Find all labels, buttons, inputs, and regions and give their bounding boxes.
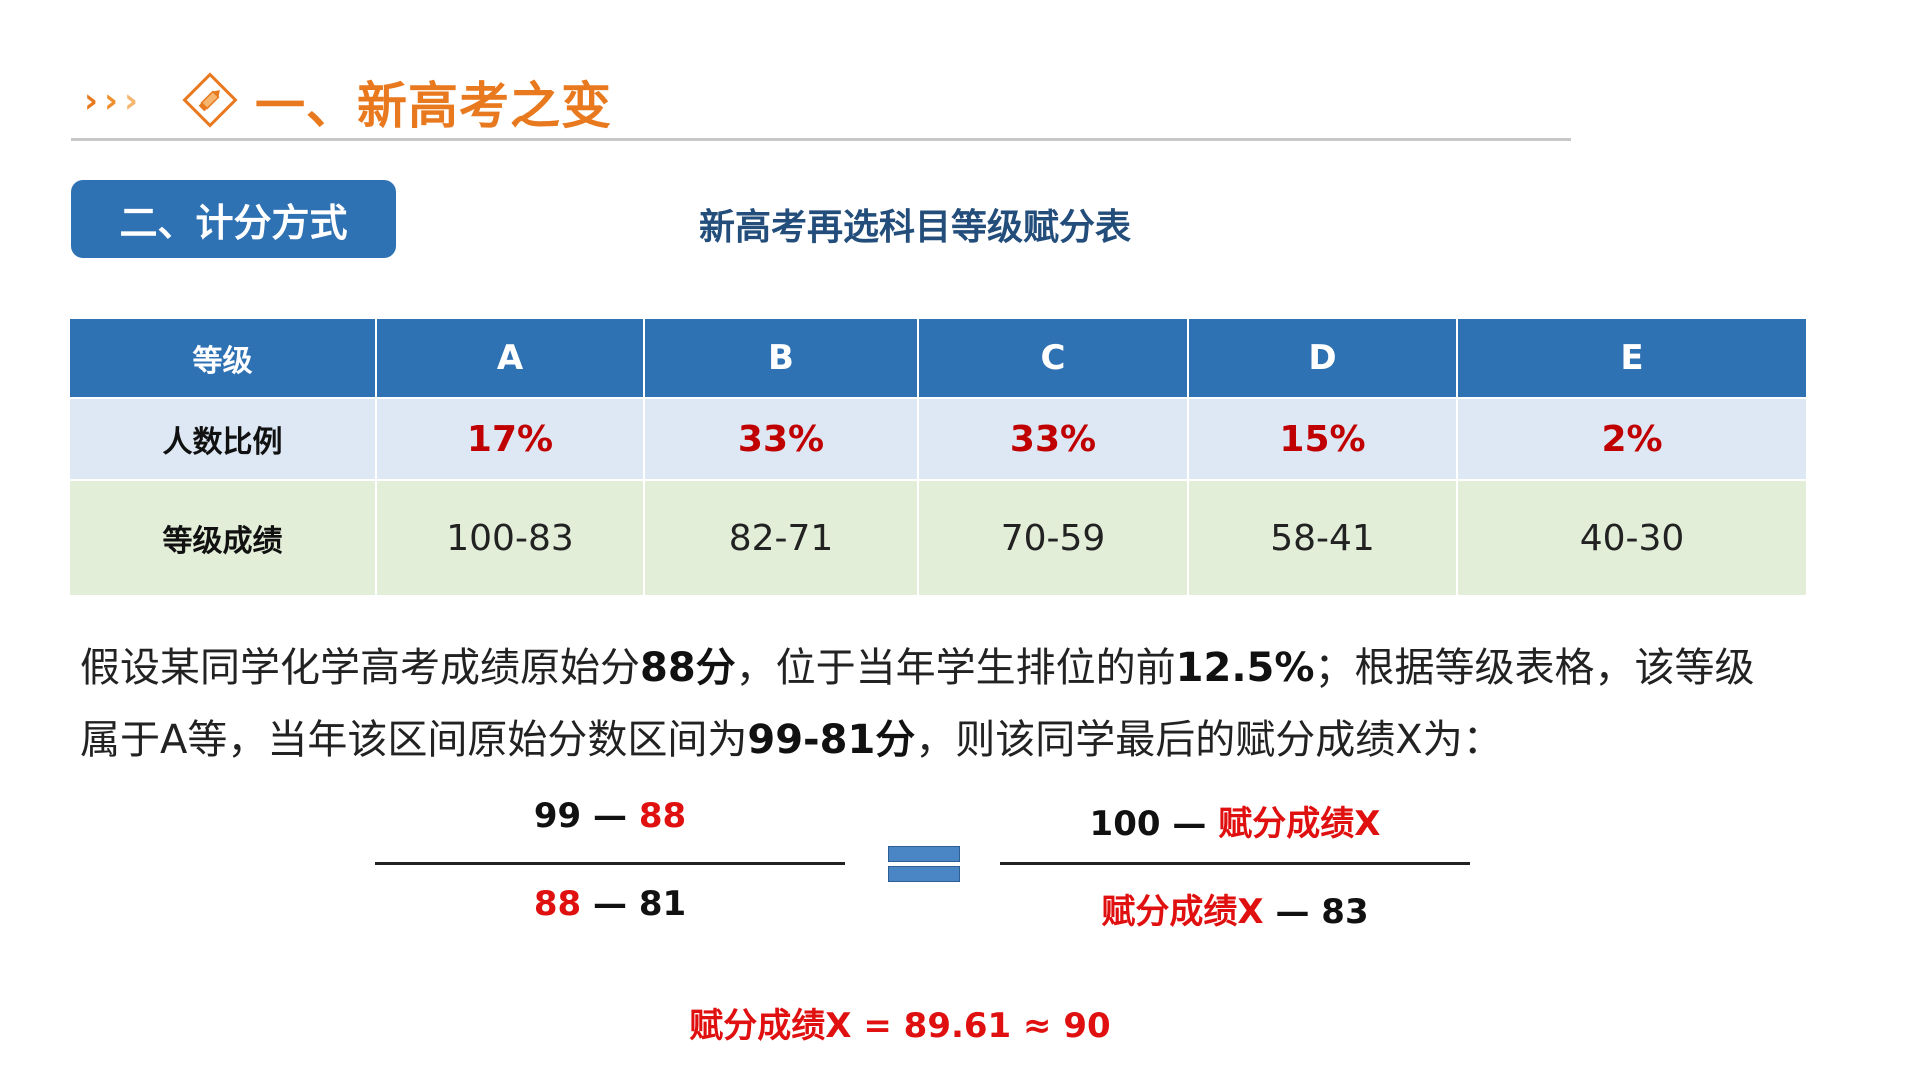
table-header-cell: A	[375, 317, 645, 399]
formula-term: 99	[533, 796, 582, 836]
table-cell: 2%	[1456, 397, 1808, 481]
table-cell: 33%	[643, 397, 919, 481]
explanation-paragraph: 假设某同学化学高考成绩原始分88分，位于当年学生排位的前12.5%；根据等级表格…	[80, 632, 1780, 776]
table-cell: 40-30	[1456, 479, 1808, 597]
formula-term: 88	[638, 796, 687, 836]
row-label: 等级成绩	[68, 479, 377, 597]
table-cell: 70-59	[917, 479, 1189, 597]
paragraph-bold: 12.5%	[1175, 645, 1315, 691]
formula-operator: —	[593, 884, 627, 924]
section-tag: 二、计分方式	[71, 180, 396, 258]
formula-operator: —	[1172, 804, 1207, 844]
table-cell: 82-71	[643, 479, 919, 597]
formula-term: 赋分成绩X	[1218, 804, 1381, 844]
table-cell: 17%	[375, 397, 645, 481]
formula-operator: —	[593, 796, 627, 836]
paragraph-text: 假设某同学化学高考成绩原始分	[80, 645, 640, 691]
table-row: 等级成绩 100-83 82-71 70-59 58-41 40-30	[68, 479, 1808, 597]
formula-result: 赋分成绩X = 89.61 ≈ 90	[689, 1006, 1111, 1046]
formula-operator: —	[1275, 892, 1310, 932]
grade-table: 等级 A B C D E 人数比例 17% 33% 33% 15% 2% 等级成…	[68, 317, 1808, 597]
formula-term: 赋分成绩X	[1101, 892, 1264, 932]
table-header-cell: 等级	[68, 317, 377, 399]
triple-chevron-icon: › › ›	[84, 81, 139, 121]
header-divider	[71, 138, 1571, 141]
table-row: 人数比例 17% 33% 33% 15% 2%	[68, 397, 1808, 481]
formula-term: 88	[533, 884, 582, 924]
table-cell: 100-83	[375, 479, 645, 597]
paragraph-text: ，则该同学最后的赋分成绩X为：	[915, 717, 1503, 763]
table-header-cell: B	[643, 317, 919, 399]
right-numerator: 100 — 赋分成绩X	[1000, 796, 1470, 845]
page-title: 一、新高考之变	[255, 77, 612, 135]
right-denominator: 赋分成绩X — 83	[1000, 884, 1470, 933]
paragraph-text: ；根据等级表格，该等级属于A等，当年该区间原始分数区间为	[80, 645, 1755, 763]
right-fraction-bar	[1000, 862, 1470, 865]
table-cell: 33%	[917, 397, 1189, 481]
formula-term: 83	[1321, 892, 1369, 932]
left-fraction-bar	[375, 862, 845, 865]
row-label: 人数比例	[68, 397, 377, 481]
table-header-row: 等级 A B C D E	[68, 317, 1808, 399]
table-cell: 58-41	[1187, 479, 1458, 597]
formula-term: 100	[1089, 804, 1161, 844]
left-denominator: 88 — 81	[375, 884, 845, 924]
paragraph-text: ，位于当年学生排位的前	[735, 645, 1176, 691]
diamond-pencil-icon	[182, 72, 238, 128]
formula-term: 81	[638, 884, 687, 924]
paragraph-bold: 88分	[640, 645, 736, 691]
equals-sign-icon	[888, 846, 960, 882]
paragraph-bold: 99-81分	[747, 717, 916, 763]
table-header-cell: C	[917, 317, 1189, 399]
table-caption: 新高考再选科目等级赋分表	[698, 207, 1131, 248]
table-header-cell: E	[1456, 317, 1808, 399]
table-header-cell: D	[1187, 317, 1458, 399]
table-cell: 15%	[1187, 397, 1458, 481]
left-numerator: 99 — 88	[375, 796, 845, 836]
